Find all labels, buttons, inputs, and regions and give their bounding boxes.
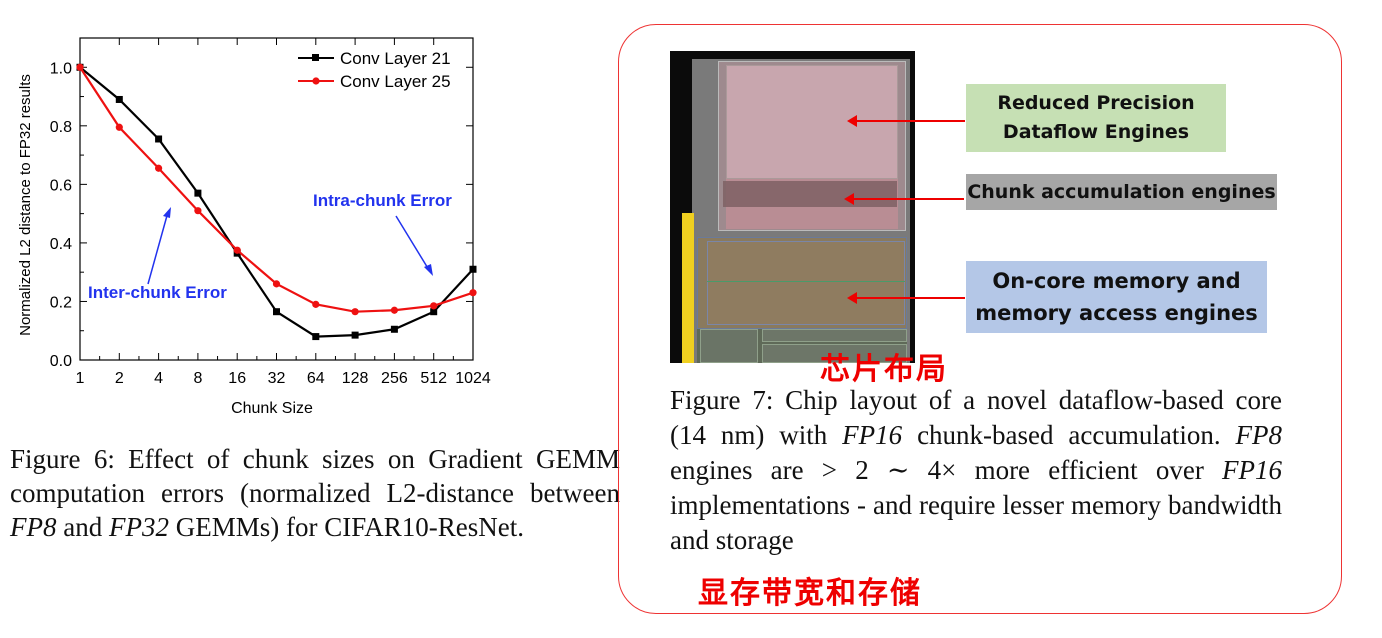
x-tick-label: 32 — [268, 370, 286, 387]
data-point — [76, 63, 84, 71]
data-point — [390, 306, 398, 314]
x-tick-label: 8 — [193, 370, 202, 387]
label-on-core-memory: On-core memory and memory access engines — [966, 261, 1267, 333]
series-group — [76, 63, 477, 341]
fp16-term: FP16 — [842, 420, 903, 450]
y-tick-label: 0.2 — [50, 294, 72, 311]
annotation-inter-chunk-text: Inter-chunk Error — [88, 283, 227, 302]
data-point — [312, 300, 320, 308]
x-tick-labels: 1 2 4 8 16 32 64 128 256 512 1024 — [76, 370, 491, 387]
x-tick-label: 64 — [307, 370, 325, 387]
data-point — [233, 246, 241, 254]
figure6-caption: Figure 6: Effect of chunk sizes on Gradi… — [10, 444, 620, 542]
figure7-caption: Figure 7: Chip layout of a novel dataflo… — [670, 385, 1283, 555]
arrow-reduced-precision — [847, 115, 965, 127]
label-reduced-precision: Reduced Precision Dataflow Engines — [966, 84, 1226, 152]
legend: Conv Layer 21 Conv Layer 25 — [298, 49, 451, 91]
data-point — [272, 280, 281, 288]
annotation-inter-chunk: Inter-chunk Error — [88, 207, 227, 302]
data-point — [351, 331, 359, 339]
series-line-1 — [79, 66, 474, 313]
data-point — [194, 189, 202, 197]
data-point — [194, 207, 202, 215]
handwritten-memory-bandwidth: 显存带宽和存储 — [698, 576, 922, 611]
handwritten-chip-layout: 芯片布局 — [820, 352, 948, 387]
x-tick-label: 128 — [342, 370, 369, 387]
legend-label-conv25: Conv Layer 25 — [340, 72, 451, 91]
chip-layout-image — [670, 51, 915, 363]
data-point — [351, 308, 359, 316]
data-point — [312, 333, 320, 341]
data-point — [430, 308, 438, 316]
x-tick-label: 1024 — [455, 370, 491, 387]
y-tick-label: 0.8 — [50, 119, 72, 136]
label-chunk-accumulation: Chunk accumulation engines — [966, 174, 1277, 210]
x-tick-label: 16 — [228, 370, 246, 387]
axis-ticks — [79, 37, 474, 361]
data-point — [469, 265, 477, 273]
arrow-on-core-memory — [847, 292, 965, 304]
arrow-chunk-accumulation — [844, 193, 964, 205]
y-tick-label: 0.6 — [50, 177, 72, 194]
data-point — [273, 308, 280, 316]
fp8-term-2: FP8 — [1235, 420, 1283, 450]
x-tick-label: 4 — [154, 370, 163, 387]
annotation-frame — [618, 24, 1342, 614]
data-point — [115, 95, 123, 103]
x-tick-label: 1 — [76, 370, 85, 387]
data-point — [155, 135, 163, 143]
data-point — [390, 325, 398, 333]
x-tick-label: 256 — [381, 370, 408, 387]
x-axis-label: Chunk Size — [231, 400, 313, 417]
fp8-term: FP8 — [10, 512, 57, 542]
data-point — [155, 164, 163, 172]
x-tick-label: 2 — [115, 370, 124, 387]
fp32-term: FP32 — [108, 512, 169, 542]
fp16-term-2: FP16 — [1222, 455, 1282, 485]
annotation-intra-chunk: Intra-chunk Error — [313, 191, 452, 276]
legend-label-conv21: Conv Layer 21 — [340, 49, 451, 68]
y-tick-labels: 0.0 0.2 0.4 0.6 0.8 1.0 — [50, 60, 72, 370]
y-tick-label: 0.0 — [50, 353, 72, 370]
y-tick-label: 0.4 — [50, 236, 72, 253]
x-tick-label: 512 — [420, 370, 447, 387]
data-point — [469, 289, 477, 297]
data-point — [430, 302, 438, 310]
y-tick-label: 1.0 — [50, 60, 72, 77]
y-axis-label: Normalized L2 distance to FP32 results — [17, 74, 34, 336]
annotation-intra-chunk-text: Intra-chunk Error — [313, 191, 452, 210]
data-point — [115, 123, 123, 131]
figure6-chart: 1 2 4 8 16 32 64 128 256 512 1024 0.0 0.2 0.4 0.6 0.8 1… — [17, 37, 491, 417]
